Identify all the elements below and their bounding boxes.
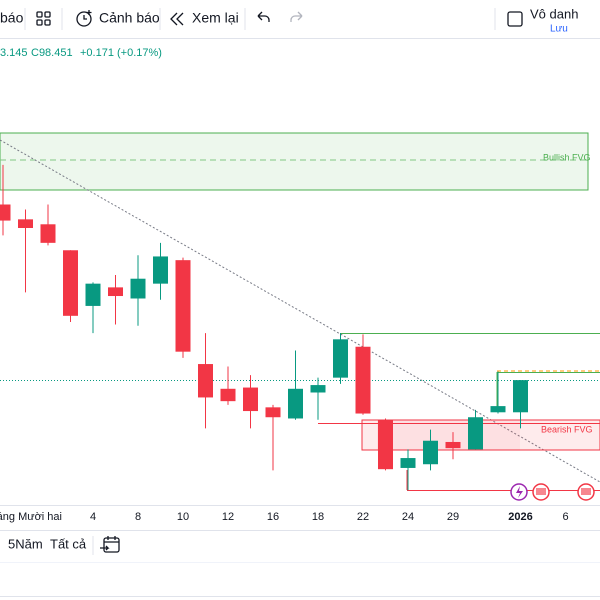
- bearish-fvg-label: Bearish FVG: [541, 424, 593, 434]
- candle-body: [378, 419, 393, 470]
- candle-body: [265, 407, 281, 418]
- candle-body: [355, 346, 371, 414]
- event-icon-glyph: [536, 488, 546, 495]
- candle-body: [18, 219, 33, 228]
- event-icon-glyph: [516, 486, 523, 498]
- candles: [0, 164, 528, 491]
- x-tick-label: 24: [402, 511, 414, 523]
- range-5y[interactable]: 5Năm: [8, 536, 43, 551]
- replay-button[interactable]: Xem lại: [192, 10, 239, 26]
- alert-icon[interactable]: [76, 10, 92, 27]
- x-tick-label: 6: [562, 511, 568, 523]
- indicators-icon[interactable]: [36, 11, 51, 26]
- candle-body: [220, 388, 236, 402]
- x-tick-label: 2026: [508, 511, 532, 523]
- legend-change: +0.171 (+0.17%): [80, 47, 162, 59]
- x-tick-label: 10: [177, 511, 189, 523]
- x-tick-label: 29: [447, 511, 459, 523]
- event-icons: [510, 483, 595, 501]
- layout-name[interactable]: Vô danh: [530, 6, 578, 21]
- toolbar-cut-label[interactable]: báo: [0, 10, 24, 26]
- range-all[interactable]: Tất cả: [50, 536, 87, 551]
- event-icon-glyph: [581, 488, 591, 495]
- date-range-icon[interactable]: [100, 536, 120, 553]
- legend-close: C98.451: [31, 47, 73, 59]
- candle-body: [153, 256, 168, 284]
- x-tick-label: 18: [312, 511, 324, 523]
- candle-body: [130, 278, 146, 299]
- x-tick-label: 8: [135, 511, 141, 523]
- x-tick-label: 16: [267, 511, 279, 523]
- candle-body: [243, 387, 258, 412]
- x-axis: tháng Mười hai 4 8 10 12 16 18 22 24 29 2026 6: [0, 511, 569, 523]
- x-tick-label: 22: [357, 511, 369, 523]
- x-tick-label: 12: [222, 511, 234, 523]
- candle-body: [513, 380, 528, 413]
- bullish-fvg-zone: [0, 132, 589, 191]
- candle-body: [40, 224, 56, 243]
- save-status[interactable]: Lưu: [550, 24, 568, 35]
- candle-body: [400, 458, 416, 468]
- x-tick-label: tháng Mười hai: [0, 511, 62, 523]
- x-tick-label: 4: [90, 511, 96, 523]
- candle-body: [288, 388, 303, 419]
- candle-body: [198, 364, 213, 398]
- candle-body: [333, 339, 348, 378]
- toolbar: [0, 0, 600, 38]
- candle-body: [63, 250, 78, 316]
- candle-body: [0, 204, 11, 221]
- candle-body: [85, 283, 101, 306]
- replay-icon[interactable]: [170, 12, 184, 26]
- bullish-fvg-label: Bullish FVG: [543, 152, 591, 162]
- candle-body: [175, 260, 191, 352]
- candle-body: [310, 385, 326, 393]
- candle-body: [445, 441, 461, 449]
- legend-low: 3.145: [0, 47, 28, 59]
- candle-body: [490, 406, 506, 413]
- layout-icon[interactable]: [507, 11, 523, 27]
- candle-body: [468, 417, 483, 450]
- candle-body: [423, 440, 438, 465]
- candle-body: [108, 287, 123, 297]
- undo-button[interactable]: [257, 11, 270, 22]
- trend-line: [0, 139, 600, 483]
- redo-button[interactable]: [290, 11, 303, 22]
- alerts-button[interactable]: Cảnh báo: [99, 10, 160, 26]
